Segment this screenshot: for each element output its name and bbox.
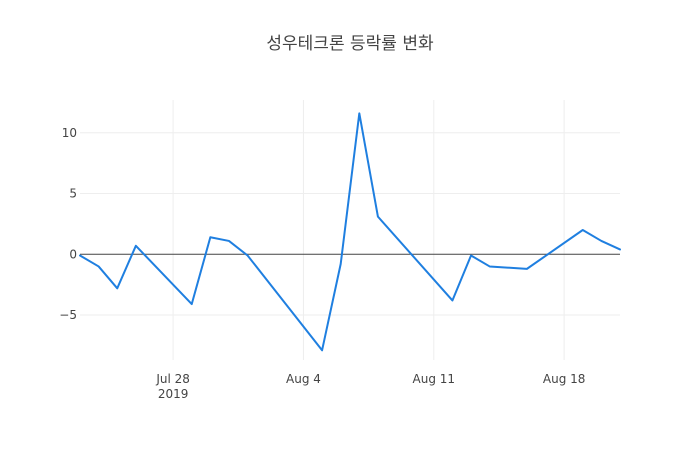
grid bbox=[80, 100, 620, 360]
y-tick-label: −5 bbox=[59, 308, 77, 322]
series-group bbox=[79, 112, 621, 352]
x-tick-label: Aug 11 bbox=[413, 372, 456, 386]
x-tick-label: Aug 4 bbox=[286, 372, 321, 386]
y-tick-label: 5 bbox=[69, 187, 77, 201]
x-tick-label: Aug 18 bbox=[543, 372, 586, 386]
y-tick-label: 10 bbox=[62, 126, 77, 140]
x-tick-year-label: 2019 bbox=[158, 387, 189, 401]
series-line bbox=[79, 112, 621, 352]
y-tick-label: 0 bbox=[69, 247, 77, 261]
chart-title: 성우테크론 등락률 변화 bbox=[266, 34, 434, 54]
y-axis-ticks: −5 0 5 10 bbox=[59, 126, 77, 322]
x-tick-label: Jul 28 bbox=[155, 372, 190, 386]
